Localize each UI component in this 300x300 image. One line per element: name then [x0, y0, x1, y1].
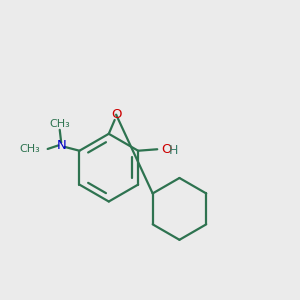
Text: O: O	[161, 143, 171, 156]
Text: H: H	[168, 144, 178, 157]
Text: CH₃: CH₃	[20, 144, 40, 154]
Text: N: N	[56, 139, 66, 152]
Text: CH₃: CH₃	[50, 119, 70, 129]
Text: O: O	[111, 108, 122, 121]
